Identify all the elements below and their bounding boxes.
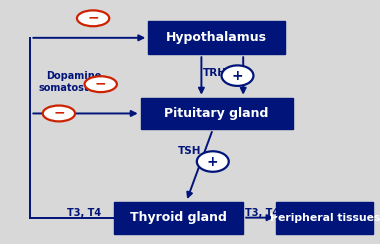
Text: TSH: TSH <box>178 146 202 156</box>
Text: +: + <box>232 69 243 83</box>
Text: Dopamine
somatostatin: Dopamine somatostatin <box>38 71 110 92</box>
Text: −: − <box>87 10 99 25</box>
Text: Hypothalamus: Hypothalamus <box>166 31 267 44</box>
Text: Peripheral tissues: Peripheral tissues <box>270 213 380 223</box>
Text: TRH: TRH <box>203 68 227 78</box>
Ellipse shape <box>84 76 117 92</box>
Text: +: + <box>207 154 218 169</box>
FancyBboxPatch shape <box>148 21 285 54</box>
Text: Pituitary gland: Pituitary gland <box>165 107 269 120</box>
Circle shape <box>222 65 253 86</box>
Ellipse shape <box>43 105 75 121</box>
Ellipse shape <box>77 10 109 26</box>
FancyBboxPatch shape <box>114 202 243 234</box>
Circle shape <box>197 151 229 172</box>
Text: Thyroid gland: Thyroid gland <box>130 211 227 224</box>
Text: T3, T4: T3, T4 <box>245 208 279 218</box>
Text: −: − <box>53 106 65 120</box>
FancyBboxPatch shape <box>141 98 293 129</box>
Text: T3, T4: T3, T4 <box>66 208 101 218</box>
FancyBboxPatch shape <box>276 202 373 234</box>
Text: −: − <box>95 76 106 91</box>
